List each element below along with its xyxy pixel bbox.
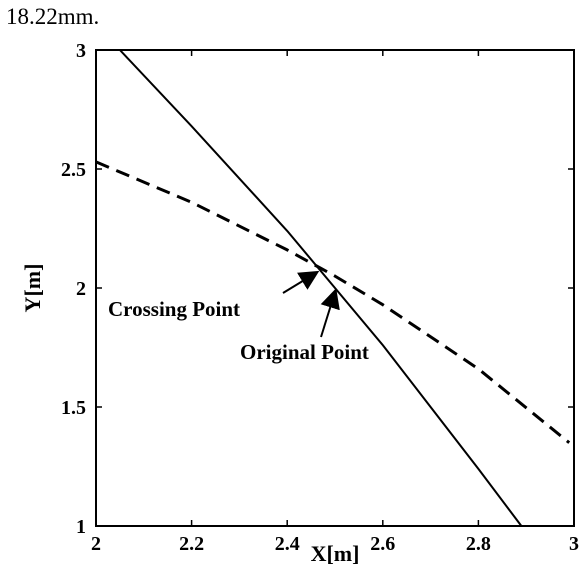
x-tick-label: 2 bbox=[91, 533, 101, 555]
y-tick-label: 1.5 bbox=[61, 397, 86, 419]
annotation-original-point: Original Point bbox=[240, 340, 369, 364]
x-tick-label: 2.6 bbox=[370, 533, 395, 555]
annotation-layer: Crossing Point Original Point bbox=[108, 270, 369, 364]
y-tick-label: 2.5 bbox=[61, 159, 86, 181]
solid-curve-line bbox=[119, 49, 523, 527]
y-axis-label: Y[m] bbox=[20, 264, 45, 313]
x-axis-label: X[m] bbox=[311, 541, 360, 566]
axis-ticks: 2 2.2 2.4 2.6 2.8 3 1 1.5 2 2.5 3 bbox=[61, 40, 579, 555]
series-layer bbox=[95, 49, 571, 527]
x-tick-label: 2.2 bbox=[179, 533, 204, 555]
x-tick-label: 2.8 bbox=[466, 533, 491, 555]
y-tick-label: 2 bbox=[76, 278, 86, 300]
crossing-point-arrow bbox=[282, 270, 320, 294]
x-tick-label: 2.4 bbox=[275, 533, 300, 555]
x-tick-label: 3 bbox=[569, 533, 579, 555]
annotation-crossing-point: Crossing Point bbox=[108, 297, 240, 321]
y-tick-label: 1 bbox=[76, 516, 86, 538]
y-tick-label: 3 bbox=[76, 40, 86, 62]
dashed-curve-line bbox=[95, 160, 571, 444]
caption-text: 18.22mm. bbox=[6, 4, 100, 29]
original-point-arrow bbox=[320, 288, 340, 338]
